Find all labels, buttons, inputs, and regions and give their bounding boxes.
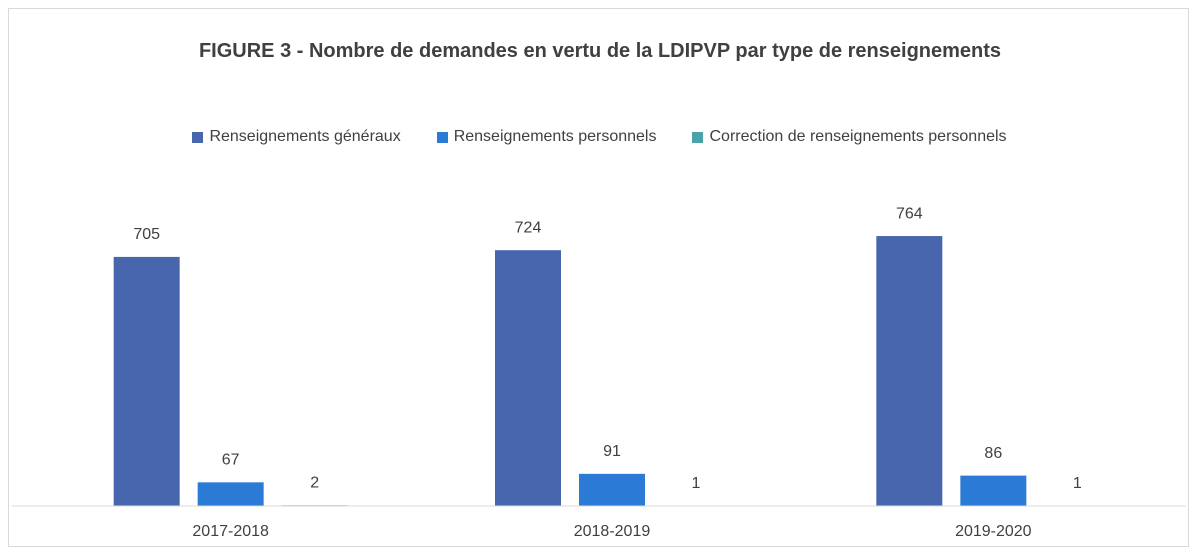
legend-label: Renseignements généraux [209, 128, 401, 145]
legend-swatch [436, 131, 448, 143]
legend-item: Renseignements généraux [192, 128, 401, 146]
legend-swatch [192, 131, 204, 143]
bar [960, 475, 1027, 506]
data-label: 67 [222, 452, 240, 469]
bar [113, 256, 180, 506]
chart-frame [8, 8, 1189, 547]
bar [197, 482, 264, 506]
bar [579, 473, 645, 506]
legend-label: Correction de renseignements personnels [709, 128, 1007, 145]
bar [495, 250, 561, 506]
data-label: 1 [692, 475, 701, 492]
legend-item: Renseignements personnels [436, 128, 657, 146]
legend-swatch [692, 131, 704, 143]
data-label: 91 [603, 443, 621, 460]
data-label: 705 [133, 226, 160, 243]
x-tick-label: 2019-2020 [955, 523, 1032, 540]
bar [876, 236, 943, 506]
chart-title: FIGURE 3 - Nombre de demandes en vertu d… [198, 40, 1002, 62]
x-tick-label: 2018-2019 [574, 523, 651, 540]
data-label: 2 [310, 475, 319, 492]
data-label: 86 [984, 445, 1002, 462]
data-label: 1 [1073, 475, 1082, 492]
legend: Renseignements généraux Renseignements pe… [0, 128, 1199, 146]
data-label: 764 [896, 205, 923, 222]
legend-label: Renseignements personnels [453, 128, 657, 145]
data-label: 724 [515, 219, 542, 236]
x-tick-label: 2017-2018 [192, 523, 269, 540]
legend-item: Correction de renseignements personnels [692, 128, 1007, 146]
